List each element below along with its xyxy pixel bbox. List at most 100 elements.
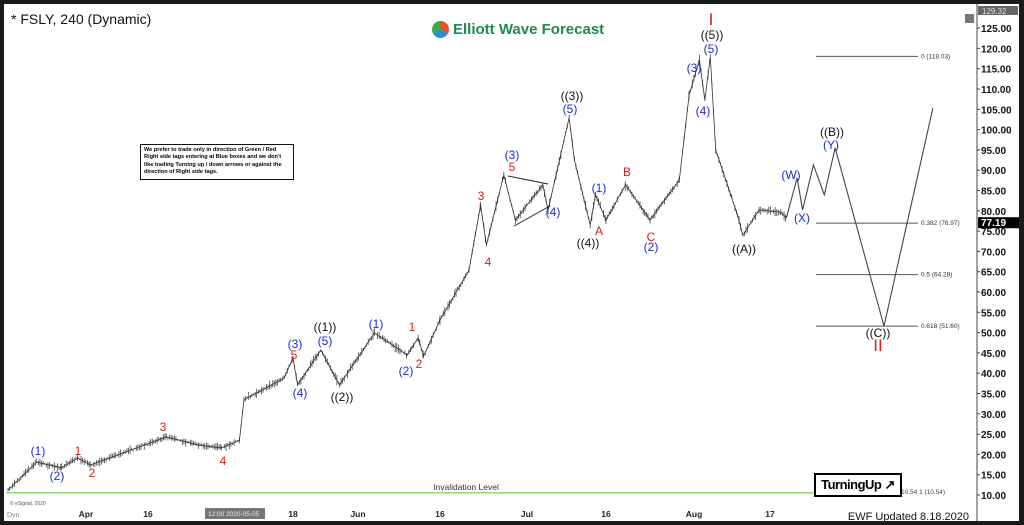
wave-label: (5) [318,334,333,348]
wave-label: 5 [291,348,298,362]
y-tick-label: 80.00 [981,207,1006,218]
wave-label: (X) [794,211,810,225]
x-tick-label: 16 [143,509,153,519]
y-tick-label: 115.00 [981,65,1011,76]
wave-label: B [623,165,631,179]
updated-label: EWF Updated 8.18.2020 [847,511,969,523]
wave-label: (Y) [823,138,839,152]
wave-label: 2 [416,357,423,371]
x-tick-label: Jul [521,509,533,519]
wave-label: ((1)) [314,320,337,334]
high-price-box [978,6,1018,15]
y-tick-label: 125.00 [981,24,1012,35]
y-tick-label: 20.00 [981,450,1006,461]
wave-label: (3) [505,148,520,162]
last-price-box [978,217,1019,229]
wave-label: 1 [75,444,82,458]
y-tick-label: 55.00 [981,308,1006,319]
high-price-label: 129.32 [982,7,1007,16]
wave-label: I [709,10,714,29]
wave-label: (W) [781,168,800,182]
wave-label: 1 [409,320,416,334]
wave-label: ((C)) [866,326,891,340]
wave-label: (3) [288,337,303,351]
fib-label-0.618: 0.618 (51.60) [921,323,960,330]
y-tick-label: 70.00 [981,247,1006,258]
wave-label: (2) [399,364,414,378]
y-tick-label: 95.00 [981,146,1006,157]
wave-label: (2) [644,240,659,254]
y-tick-label: 120.00 [981,44,1012,55]
wave-label: (4) [293,386,308,400]
wave-label: ((2)) [331,390,354,404]
y-tick-label: 35.00 [981,390,1006,401]
last-price-label: 77.19 [981,218,1006,229]
crosshair-date-label: 12:00 2020-05-05 [208,511,260,518]
chart-window: 125.00 120.00 115.00 110.00 105.00 100.00 95.0… [4,4,1019,523]
wave-label: ((3)) [561,89,584,103]
triangle-upper-line [507,175,549,185]
y-tick-label: 85.00 [981,187,1006,198]
y-tick-label: 30.00 [981,410,1006,421]
dyn-label[interactable]: Dyn [7,512,20,519]
y-tick-label: 90.00 [981,166,1006,177]
wave-label: (1) [369,317,384,331]
y-tick-label: 15.00 [981,471,1006,482]
wave-label: (4) [546,205,561,219]
x-tick-label: 17 [765,509,775,519]
wave-label: 2 [89,466,96,480]
y-tick-label: 75.00 [981,227,1006,238]
wave-label: C [647,230,656,244]
wave-label: II [873,336,882,355]
wave-label: (1) [592,181,607,195]
y-tick-label: 50.00 [981,329,1006,340]
wave-label: 4 [485,255,492,269]
wave-label: ((A)) [732,242,756,256]
wave-label: ((5)) [701,28,724,42]
invalidation-label: Invalidation Level [433,482,499,492]
y-tick-label: 25.00 [981,430,1006,441]
wave-label: 3 [160,420,167,434]
y-tick-label: 100.00 [981,126,1012,137]
copyright: © eSignal, 2020 [10,501,46,507]
wave-label: 3 [478,189,485,203]
y-tick-label: 60.00 [981,288,1006,299]
triangle-lower-line [513,205,551,227]
fib-label-0.382: 0.382 (76.97) [921,220,960,227]
chart-title: * FSLY, 240 (Dynamic) [11,11,152,27]
wave-label: (3) [687,61,702,75]
y-tick-label: 110.00 [981,85,1011,96]
fib-label-0.5: 0.5 (64.28) [921,272,952,279]
price-chart[interactable]: 125.00120.00115.00110.00105.00100.0095.0… [4,4,1019,521]
fib-label-0: 0 (118.03) [921,53,950,60]
y-tick-label: 65.00 [981,268,1006,279]
x-tick-label: 16 [435,509,445,519]
crosshair-date-box [205,508,265,519]
y-tick-label: 45.00 [981,349,1006,360]
y-tick-label: 10.00 [981,491,1006,502]
logo: Elliott Wave Forecast [432,21,604,38]
projection-path [785,107,934,327]
wave-label: (4) [696,104,711,118]
wave-label: 5 [509,160,516,174]
trading-note: We prefer to trade only in direction of … [140,144,294,180]
wave-label: ((B)) [820,125,844,139]
x-tick-label: 16 [601,509,611,519]
maximize-icon[interactable] [965,14,974,23]
turning-up-tag: TurningUp ↗ [814,473,902,497]
logo-icon [432,21,449,38]
wave-label: (1) [31,444,46,458]
wave-label: (2) [50,469,65,483]
y-tick-label: 40.00 [981,369,1006,380]
wave-label: 4 [220,454,227,468]
x-tick-label: Aug [686,509,703,519]
x-tick-label: Jun [350,509,365,519]
invalidation-price-label: 10.54 1 (10.54) [901,489,945,496]
x-tick-label: Apr [79,509,94,519]
x-tick-label: 18 [288,509,298,519]
wave-label: ((4)) [577,236,600,250]
logo-text: Elliott Wave Forecast [453,21,605,38]
y-tick-label: 105.00 [981,105,1012,116]
wave-label: (5) [563,102,578,116]
wave-label: A [595,224,603,238]
